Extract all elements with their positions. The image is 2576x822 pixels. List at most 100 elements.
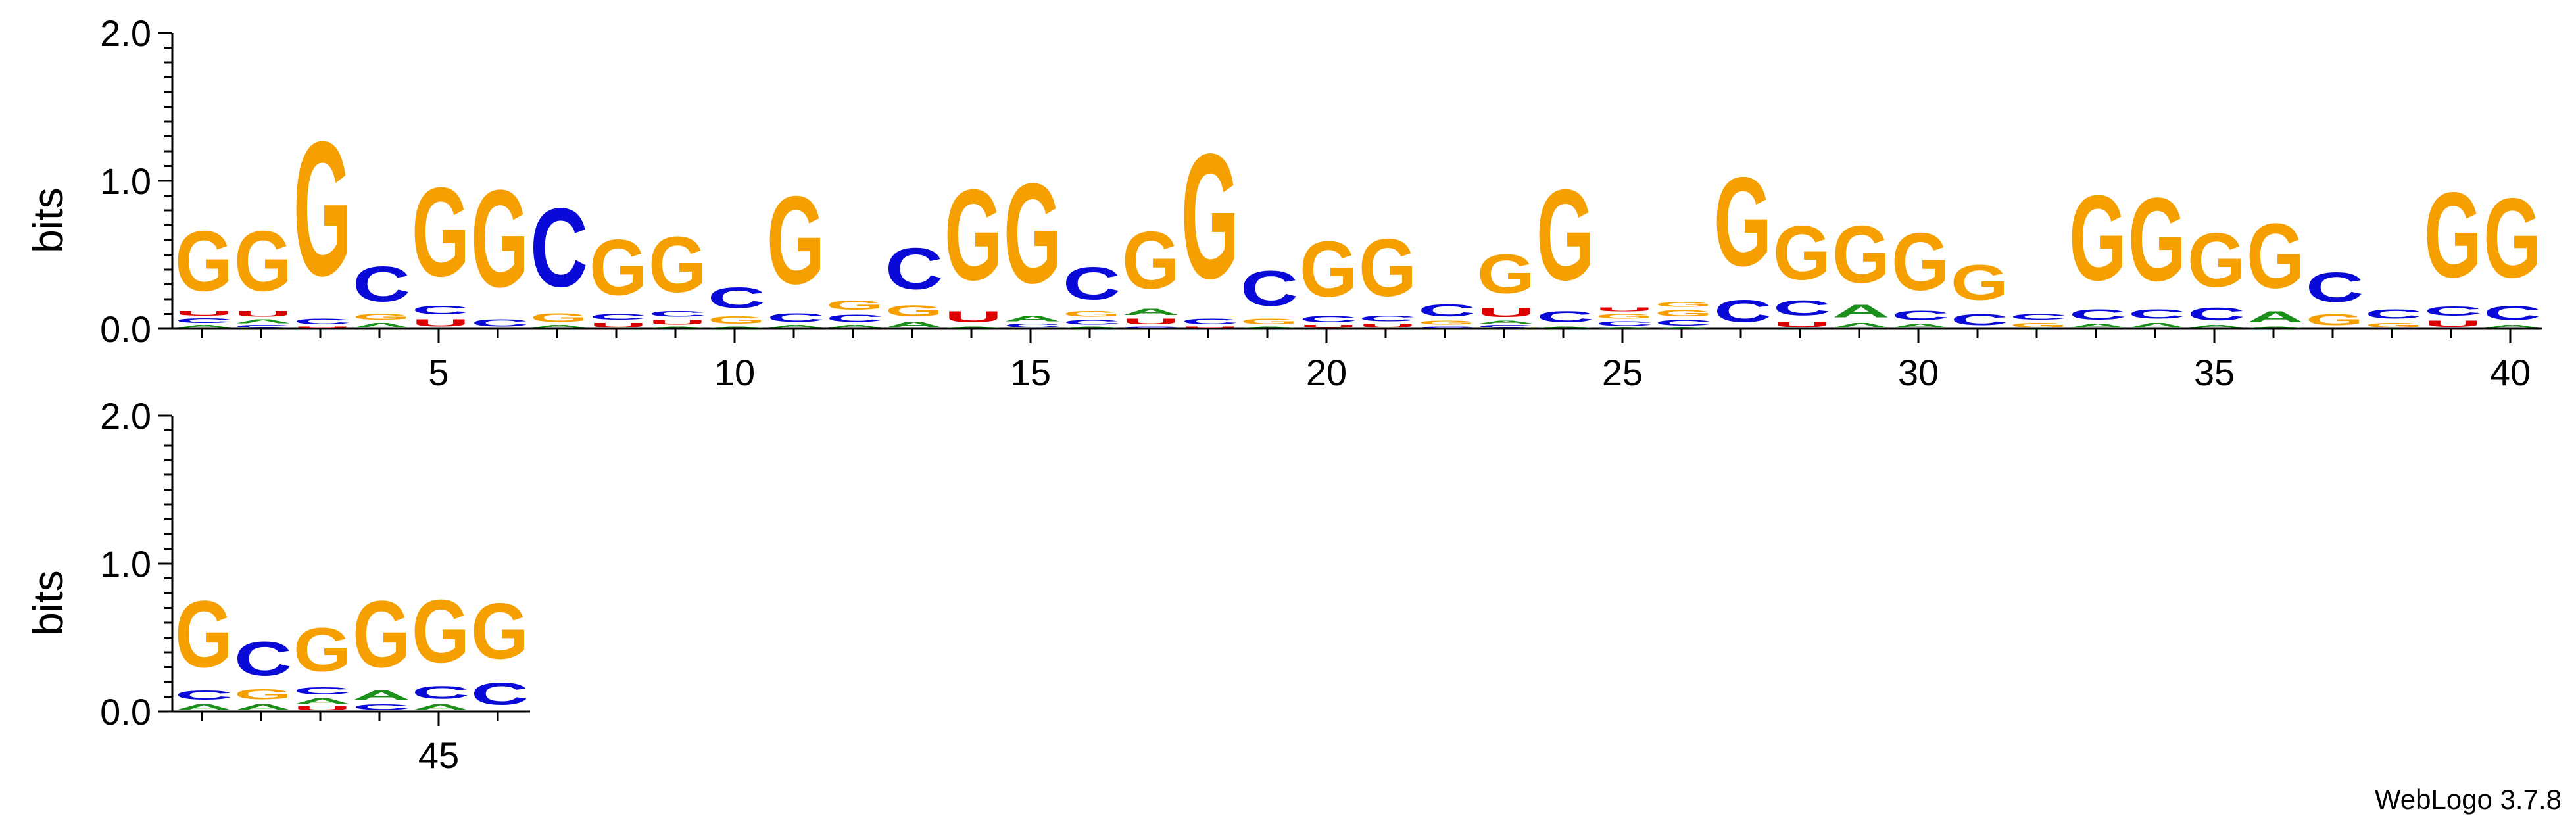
y-axis-label: bits <box>24 570 72 636</box>
logo-letter-g: G <box>944 164 1002 308</box>
logo-letter-g: G <box>2010 322 2068 329</box>
x-tick-label: 45 <box>418 735 459 776</box>
logo-letter-c: C <box>708 281 766 314</box>
logo-letter-u: U <box>175 310 233 317</box>
logo-letter-g: G <box>708 314 766 326</box>
logo-letter-c: C <box>2365 306 2423 322</box>
logo-letter-c: C <box>1655 318 1713 327</box>
logo-letter-c: C <box>2483 302 2541 324</box>
logo-letter-g: G <box>1536 164 1594 308</box>
logo-letter-a: A <box>1536 326 1594 329</box>
logo-letter-g: G <box>1477 243 1535 305</box>
logo-letter-c: C <box>2187 304 2245 324</box>
logo-letter-u: U <box>1477 305 1535 320</box>
logo-letter-c: C <box>1477 324 1535 329</box>
weblogo-version-label: WebLogo 3.7.8 <box>2375 784 2562 815</box>
logo-letter-a: A <box>2247 308 2304 326</box>
logo-letter-c: C <box>648 310 706 318</box>
y-tick-label: 0.0 <box>100 308 151 350</box>
logo-letter-g: G <box>2069 170 2127 306</box>
logo-letter-a: A <box>944 326 1002 329</box>
logo-letter-a: A <box>648 326 706 329</box>
logo-letter-g: G <box>175 212 233 308</box>
logo-letter-u: U <box>293 706 351 712</box>
logo-letter-c: C <box>589 312 647 321</box>
logo-letter-a: A <box>412 703 470 712</box>
logo-letter-a: A <box>826 324 884 329</box>
logo-letter-c: C <box>2424 304 2482 319</box>
logo-letter-g: G <box>412 581 470 682</box>
logo-letter-g: G <box>471 587 529 675</box>
logo-letter-u: U <box>1359 323 1417 329</box>
logo-letter-c: C <box>767 311 825 324</box>
logo-letter-g: G <box>826 298 884 313</box>
logo-letter-g: G <box>1655 308 1713 319</box>
logo-letter-g: G <box>2483 174 2541 301</box>
logo-letter-c: C <box>293 685 351 697</box>
logo-letter-a: A <box>1240 326 1298 329</box>
logo-letter-a: A <box>1122 306 1180 317</box>
x-tick-label: 15 <box>1010 352 1051 393</box>
logo-letter-c: C <box>1891 308 1949 323</box>
logo-letter-g: G <box>1122 215 1180 306</box>
logo-letter-g: G <box>2306 311 2364 329</box>
logo-letter-a: A <box>175 703 233 712</box>
logo-letter-g: G <box>1951 255 2008 311</box>
logo-letter-a: A <box>2187 324 2245 329</box>
logo-letter-g: G <box>1595 312 1653 320</box>
y-axis-label: bits <box>24 187 72 253</box>
logo-letter-a: A <box>293 697 351 706</box>
logo-letter-c: C <box>412 304 470 317</box>
logo-letter-c: C <box>1536 308 1594 326</box>
logo-letter-g: G <box>2247 205 2304 308</box>
logo-letter-g: G <box>234 687 292 703</box>
logo-letter-u: U <box>1595 306 1653 312</box>
logo-letter-c: C <box>471 676 529 712</box>
logo-letter-u: U <box>944 308 1002 326</box>
logo-letter-g: G <box>412 161 470 303</box>
logo-letter-g: G <box>2128 172 2186 306</box>
logo-letter-c: C <box>352 256 410 312</box>
logo-letter-g: G <box>1655 301 1713 308</box>
logo-letter-c: C <box>471 317 529 329</box>
logo-letter-g: G <box>767 170 825 310</box>
logo-letter-g: G <box>1004 153 1061 313</box>
logo-letter-u: U <box>412 317 470 329</box>
x-tick-label: 40 <box>2490 352 2531 393</box>
logo-letter-g: G <box>1773 210 1831 296</box>
logo-letter-a: A <box>2069 323 2127 329</box>
logo-letter-c: C <box>885 235 943 302</box>
logo-letter-c: C <box>352 703 410 712</box>
logo-letter-g: G <box>885 302 943 320</box>
logo-letter-a: A <box>767 324 825 329</box>
logo-letter-u: U <box>293 326 351 329</box>
logo-letter-c: C <box>1300 314 1357 325</box>
logo-letter-g: G <box>589 223 647 312</box>
logo-letter-g: G <box>530 311 588 324</box>
logo-letter-c: C <box>2306 264 2364 311</box>
logo-letter-c: C <box>530 185 588 310</box>
logo-letter-u: U <box>1300 324 1357 329</box>
logo-letter-c: C <box>1595 320 1653 327</box>
logo-letter-g: G <box>2187 218 2245 304</box>
y-tick-label: 1.0 <box>100 543 151 585</box>
x-tick-label: 5 <box>428 352 449 393</box>
logo-letter-g: G <box>471 161 529 316</box>
y-tick-label: 2.0 <box>100 395 151 437</box>
logo-letter-c: C <box>1951 311 2008 329</box>
logo-letter-c: C <box>1714 293 1772 329</box>
logo-letter-c: C <box>1122 326 1180 329</box>
logo-letter-g: G <box>352 312 410 321</box>
logo-letter-u: U <box>234 310 292 318</box>
logo-letter-g: G <box>1181 117 1239 316</box>
logo-letter-g: G <box>648 220 706 309</box>
logo-letter-c: C <box>1418 301 1476 320</box>
logo-letter-c: C <box>1359 314 1417 323</box>
logo-letter-c: C <box>234 632 292 686</box>
logo-letter-c: C <box>1418 326 1476 329</box>
logo-letter-g: G <box>352 581 410 688</box>
logo-letter-c: C <box>1063 318 1121 326</box>
logo-letter-c: C <box>1063 258 1121 309</box>
